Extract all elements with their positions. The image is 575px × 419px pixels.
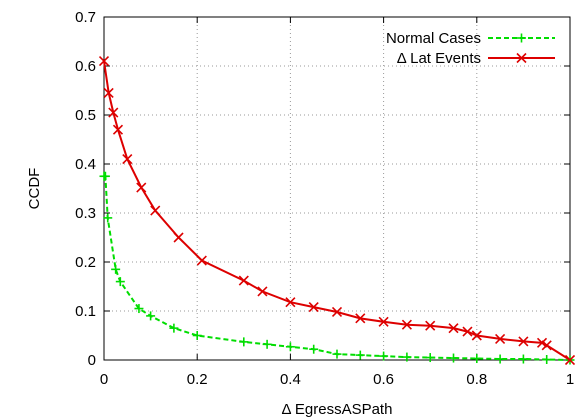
plus-marker — [111, 264, 121, 274]
plus-marker — [495, 354, 505, 364]
x-marker — [136, 182, 147, 193]
plus-marker — [309, 344, 319, 354]
plus-marker — [402, 352, 412, 362]
plus-marker — [379, 351, 389, 361]
plus-marker — [517, 33, 526, 43]
x-marker — [355, 313, 366, 324]
plus-marker — [425, 353, 435, 363]
x-marker — [541, 340, 552, 351]
y-tick-label: 0.4 — [75, 156, 96, 173]
x-marker — [108, 107, 119, 118]
x-marker — [98, 56, 110, 67]
y-tick-label: 0.5 — [75, 107, 96, 124]
y-tick-label: 0.7 — [75, 9, 96, 26]
x-tick-label: 1 — [566, 371, 574, 388]
x-tick-label: 0.6 — [373, 371, 394, 388]
y-axis-title: CCDF — [26, 168, 43, 210]
plus-marker — [449, 353, 458, 363]
legend-label: Normal Cases — [386, 30, 481, 47]
plus-marker — [134, 304, 144, 314]
legend: Normal Cases Δ Lat Events — [386, 30, 555, 67]
legend-label: Δ Lat Events — [397, 50, 481, 67]
x-marker — [471, 330, 482, 341]
y-tick-label: 0.2 — [75, 254, 96, 271]
plus-marker — [169, 323, 179, 333]
x-tick-label: 0.8 — [466, 371, 487, 388]
x-marker — [448, 323, 459, 334]
plus-marker — [262, 339, 272, 349]
y-tick-label: 0.1 — [75, 303, 96, 320]
x-marker — [518, 336, 529, 347]
x-marker — [238, 275, 249, 286]
plus-marker — [518, 354, 528, 364]
y-tick-label: 0 — [88, 352, 96, 369]
series-2 — [98, 56, 575, 366]
x-marker — [495, 333, 506, 344]
x-marker — [112, 124, 124, 135]
plot-frame — [103, 16, 571, 361]
x-marker — [103, 87, 114, 99]
x-tick-label: 0.2 — [187, 371, 208, 388]
series-layer — [98, 56, 575, 366]
plus-marker — [285, 342, 295, 352]
x-tick-label: 0 — [100, 371, 108, 388]
plus-marker — [542, 355, 552, 365]
x-marker — [150, 205, 161, 216]
series-1 — [99, 171, 575, 365]
grid-layer — [104, 17, 570, 360]
plus-marker — [192, 331, 202, 340]
x-marker — [462, 326, 473, 337]
x-marker — [173, 232, 184, 243]
x-marker — [285, 297, 296, 308]
ticks-layer: 0 0.2 0.4 0.6 0.8 1 0 0.1 0.2 0.3 0.4 0.5 0.6 0.7 — [75, 9, 574, 388]
x-marker — [331, 306, 343, 318]
x-marker — [516, 52, 527, 64]
x-marker — [257, 286, 268, 297]
plus-marker — [103, 213, 113, 223]
x-marker — [425, 320, 436, 331]
x-marker — [196, 255, 207, 266]
plus-marker — [472, 354, 482, 364]
y-tick-label: 0.3 — [75, 205, 96, 222]
plus-marker — [115, 277, 125, 287]
plus-marker — [239, 337, 249, 347]
x-tick-label: 0.4 — [280, 371, 301, 388]
x-marker — [401, 319, 412, 330]
plus-marker — [146, 311, 156, 321]
plus-marker — [332, 349, 342, 359]
x-marker — [308, 302, 319, 313]
plus-marker — [355, 350, 365, 360]
x-marker — [378, 316, 389, 327]
x-marker — [122, 154, 133, 165]
series-line — [103, 60, 571, 361]
x-axis-title: Δ EgressASPath — [282, 401, 393, 418]
x-marker — [564, 354, 575, 366]
plus-marker — [100, 171, 110, 181]
y-tick-label: 0.6 — [75, 58, 96, 75]
